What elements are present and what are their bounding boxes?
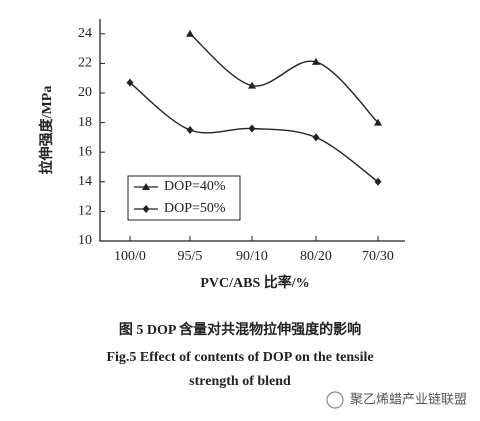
point <box>248 124 256 133</box>
point <box>312 57 320 65</box>
watermark-icon <box>326 391 344 409</box>
point <box>374 118 382 126</box>
caption-en: strength of blend <box>189 374 291 389</box>
watermark: 聚乙烯蜡产业链联盟 <box>350 393 467 408</box>
point <box>126 78 134 87</box>
y-tick-label: 14 <box>78 174 92 189</box>
caption-cn: 图 5 DOP 含量对共混物拉伸强度的影响 <box>119 321 361 338</box>
series-line <box>189 33 379 124</box>
legend-marker <box>142 205 150 213</box>
series-line <box>129 82 379 183</box>
legend-box <box>127 175 241 221</box>
point <box>186 29 194 37</box>
y-tick-label: 16 <box>78 144 92 159</box>
y-tick-label: 18 <box>78 115 92 130</box>
y-axis-label: 拉伸强度/MPa <box>38 86 55 175</box>
y-tick-label: 20 <box>78 85 92 100</box>
y-tick-label: 24 <box>78 26 92 41</box>
x-tick-label: 90/10 <box>236 249 268 264</box>
caption-en: Fig.5 Effect of contents of DOP on the t… <box>106 350 373 365</box>
y-tick-label: 10 <box>78 233 92 248</box>
point <box>248 81 256 89</box>
point <box>312 133 320 142</box>
y-tick-label: 22 <box>78 56 92 71</box>
x-tick-label: 80/20 <box>300 249 332 264</box>
legend-label: DOP=50% <box>164 201 226 216</box>
x-axis-label: PVC/ABS 比率/% <box>200 274 309 291</box>
legend-marker <box>142 183 150 190</box>
legend-label: DOP=40% <box>164 179 226 194</box>
x-tick-label: 95/5 <box>178 249 203 264</box>
y-tick-label: 12 <box>78 204 92 219</box>
point <box>374 177 382 186</box>
x-tick-label: 100/0 <box>114 249 146 264</box>
point <box>186 126 194 134</box>
x-tick-label: 70/30 <box>362 249 394 264</box>
